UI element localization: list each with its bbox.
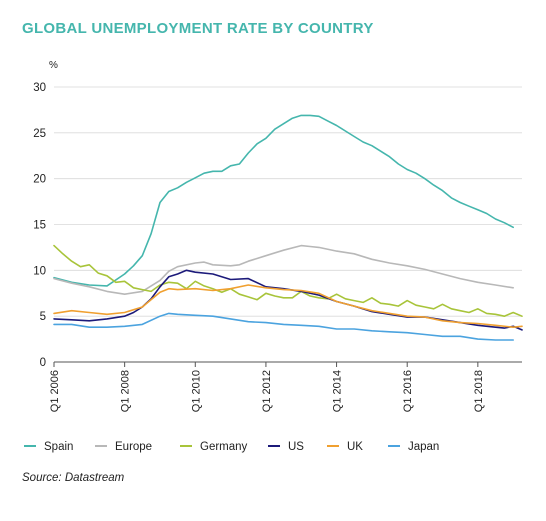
legend-label: Japan <box>408 441 439 453</box>
x-tick-label: Q1 2016 <box>402 370 414 412</box>
series-line-japan <box>53 312 514 341</box>
x-tick-label: Q1 2010 <box>190 370 202 412</box>
series-line-europe <box>53 244 514 295</box>
source-note: Source: Datastream <box>22 472 125 484</box>
x-axis-ticks: Q1 2006 Q1 2008 Q1 2010 Q1 2012 Q1 2014 Q1 20… <box>49 362 485 412</box>
y-axis-label: % <box>49 60 58 71</box>
y-tick-label: 5 <box>40 311 46 323</box>
y-axis-ticks: 0 5 10 15 20 25 30 <box>33 82 46 369</box>
series-line-uk <box>53 284 523 328</box>
chart-title: GLOBAL UNEMPLOYMENT RATE BY COUNTRY <box>22 20 374 37</box>
x-tick-label: Q1 2014 <box>332 370 344 412</box>
series-line-spain <box>53 114 514 287</box>
x-tick-label: Q1 2008 <box>120 370 132 412</box>
legend-label: Europe <box>115 441 152 453</box>
y-tick-label: 15 <box>33 220 46 232</box>
legend: Spain Europe Germany US UK Japan <box>24 441 439 453</box>
x-tick-label: Q1 2018 <box>473 370 485 412</box>
y-tick-label: 30 <box>33 82 46 94</box>
y-tick-label: 25 <box>33 128 46 140</box>
legend-label: US <box>288 441 304 453</box>
legend-label: Germany <box>200 441 248 453</box>
series-lines <box>53 114 523 341</box>
y-tick-label: 20 <box>33 174 46 186</box>
y-tick-label: 10 <box>33 265 46 277</box>
gridlines <box>54 86 522 363</box>
legend-label: Spain <box>44 441 73 453</box>
legend-label: UK <box>347 441 363 453</box>
x-tick-label: Q1 2006 <box>49 370 61 412</box>
line-chart: 0 5 10 15 20 25 30 Q1 2006 Q1 2008 Q1 2010 Q1 201… <box>24 60 523 453</box>
y-tick-label: 0 <box>40 357 46 369</box>
x-tick-label: Q1 2012 <box>261 370 273 412</box>
series-line-germany <box>53 244 523 317</box>
